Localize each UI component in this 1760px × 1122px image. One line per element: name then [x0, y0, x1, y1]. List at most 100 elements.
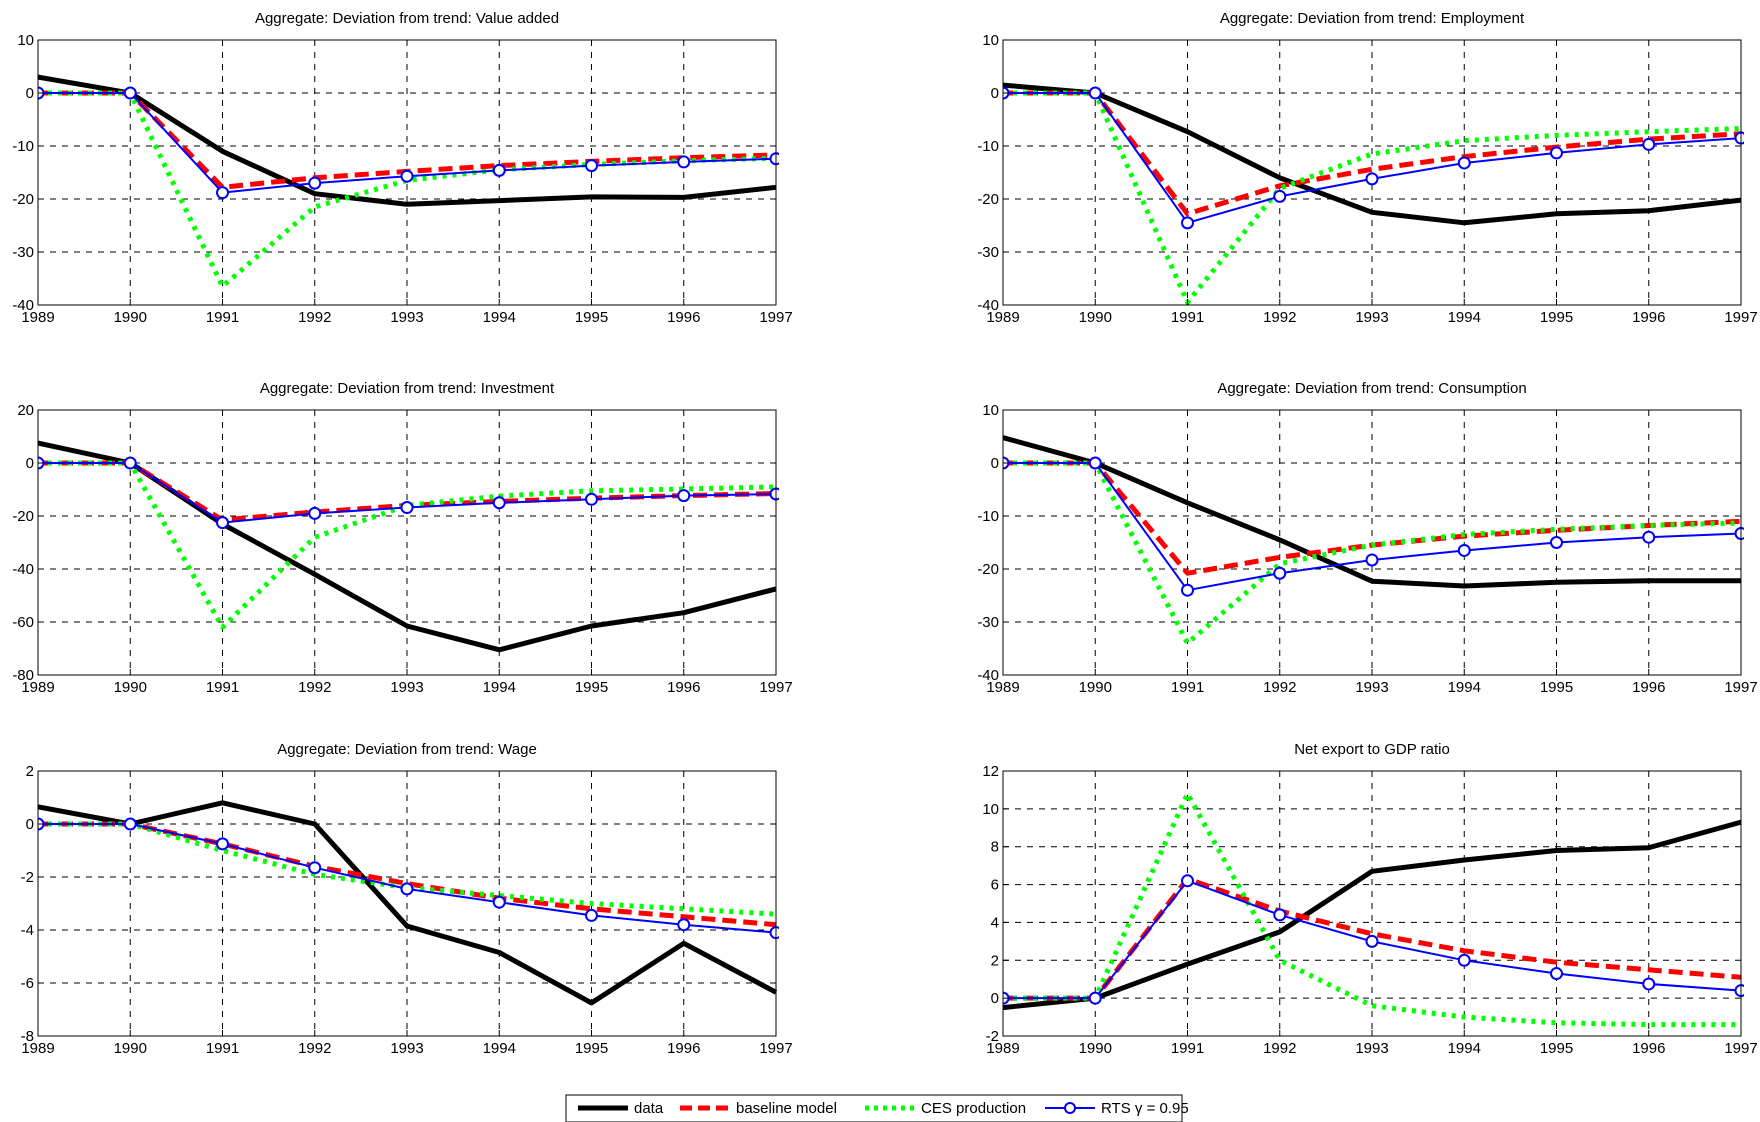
series-point-rts — [1457, 953, 1471, 967]
panel-net-export: 1989 1990 1991 1992 1993 1994 1995 1996 1997 -2 0 2… — [982, 741, 1757, 1057]
x-tick-label: 1992 — [1263, 679, 1296, 696]
y-tick-label: 20 — [17, 402, 34, 419]
series-point-rts — [1181, 216, 1194, 230]
series-point-rts — [216, 837, 229, 851]
x-tick-label: 1995 — [1540, 309, 1573, 326]
y-tick-label: -6 — [21, 975, 34, 992]
series-point-rts — [400, 882, 414, 896]
series-group — [38, 440, 779, 653]
series-group — [38, 800, 779, 1006]
series-point-rts — [492, 895, 506, 909]
x-tick-label: 1990 — [114, 309, 147, 326]
y-tick-label: 2 — [991, 952, 999, 969]
x-tick-label: 1997 — [1724, 679, 1757, 696]
y-tick-label: -20 — [12, 191, 34, 208]
panel-title: Aggregate: Deviation from trend: Consump… — [1217, 380, 1526, 397]
x-tick-label: 1994 — [1448, 679, 1481, 696]
series-point-rts — [677, 489, 691, 503]
y-tick-label: -40 — [977, 297, 999, 314]
panel-title: Aggregate: Deviation from trend: Value a… — [255, 10, 559, 27]
y-tick-label: -20 — [977, 561, 999, 578]
y-tick-label: 0 — [991, 85, 999, 102]
series-point-rts — [400, 169, 414, 183]
y-tick-label: -4 — [21, 922, 34, 939]
series-point-rts — [1273, 189, 1287, 203]
series-point-rts — [1642, 977, 1656, 991]
series-line-ces — [38, 821, 777, 917]
panel-value-added: 1989 1990 1991 1992 1993 1994 1995 1996 1997 -40 -… — [12, 10, 792, 326]
series-point-rts — [1365, 934, 1379, 948]
x-tick-label: 1994 — [483, 1040, 516, 1057]
x-tick-label: 1991 — [206, 1040, 239, 1057]
series-point-rts — [400, 501, 414, 515]
series-line-data — [1003, 819, 1742, 1011]
x-tick-label: 1989 — [21, 309, 54, 326]
x-tick-label: 1991 — [206, 679, 239, 696]
series-point-rts — [123, 456, 137, 470]
series-point-rts — [585, 908, 598, 922]
panel-title: Aggregate: Deviation from trend: Wage — [277, 741, 537, 758]
x-tick-label: 1993 — [1355, 309, 1388, 326]
x-tick-label: 1990 — [1079, 309, 1112, 326]
y-tick-label: 10 — [17, 32, 34, 49]
x-tick-label: 1991 — [1171, 679, 1204, 696]
series-point-rts — [1457, 156, 1471, 170]
x-tick-label: 1991 — [206, 309, 239, 326]
series-point-rts — [308, 506, 322, 520]
x-tick-label: 1993 — [1355, 679, 1388, 696]
y-tick-label: -80 — [12, 667, 34, 684]
panel-consumption: 1989 1990 1991 1992 1993 1994 1995 1996 1997 -40 -… — [977, 380, 1757, 696]
y-tick-label: 0 — [26, 85, 34, 102]
y-tick-label: -30 — [977, 614, 999, 631]
legend-label-data: data — [634, 1100, 664, 1117]
y-tick-label: 10 — [982, 801, 999, 818]
series-point-rts — [585, 492, 598, 506]
x-tick-label: 1996 — [1632, 1040, 1665, 1057]
series-point-rts — [1088, 86, 1102, 100]
y-tick-label: -60 — [12, 614, 34, 631]
x-tick-label: 1993 — [390, 1040, 423, 1057]
series-group — [1003, 791, 1744, 1028]
x-tick-label: 1995 — [575, 309, 608, 326]
y-tick-label: -40 — [12, 561, 34, 578]
panel-title: Aggregate: Deviation from trend: Investm… — [260, 380, 555, 397]
series-point-rts — [1181, 583, 1194, 597]
x-tick-label: 1993 — [1355, 1040, 1388, 1057]
x-tick-label: 1994 — [483, 679, 516, 696]
y-tick-label: -2 — [21, 869, 34, 886]
x-tick-label: 1992 — [298, 679, 331, 696]
panel-title: Net export to GDP ratio — [1294, 741, 1450, 758]
x-tick-label: 1996 — [667, 679, 700, 696]
y-tick-label: 6 — [991, 877, 999, 894]
series-group — [38, 74, 779, 289]
panel-wage: 1989 1990 1991 1992 1993 1994 1995 1996 1997 -8 -6… — [21, 741, 793, 1057]
series-line-data — [1003, 435, 1741, 589]
series-point-rts — [677, 918, 691, 932]
series-point-rts — [1550, 536, 1563, 549]
x-tick-label: 1990 — [1079, 1040, 1112, 1057]
x-tick-label: 1991 — [1171, 1040, 1204, 1057]
series-point-rts — [1365, 172, 1379, 186]
panel-investment: 1989 1990 1991 1992 1993 1994 1995 1996 1997 -80 -… — [12, 380, 792, 696]
series-group — [1003, 82, 1744, 305]
x-tick-label: 1996 — [1632, 679, 1665, 696]
series-point-rts — [1642, 137, 1656, 151]
y-tick-label: 10 — [982, 402, 999, 419]
x-tick-label: 1990 — [114, 679, 147, 696]
x-tick-label: 1990 — [1079, 679, 1112, 696]
x-tick-label: 1989 — [21, 1040, 54, 1057]
series-line-ces — [38, 460, 777, 630]
legend: data baseline model CES production RTS γ… — [565, 1094, 1189, 1122]
series-line-data — [1003, 82, 1742, 226]
x-tick-label: 1992 — [298, 309, 331, 326]
y-tick-label: 4 — [991, 914, 999, 931]
series-point-rts — [1457, 543, 1471, 557]
legend-label-ces: CES production — [921, 1100, 1026, 1117]
legend-label-baseline: baseline model — [736, 1100, 837, 1117]
x-tick-label: 1994 — [1448, 1040, 1481, 1057]
series-point-rts — [677, 155, 691, 169]
x-tick-label: 1989 — [986, 1040, 1019, 1057]
series-point-rts — [123, 817, 137, 831]
y-tick-label: 12 — [982, 763, 999, 780]
